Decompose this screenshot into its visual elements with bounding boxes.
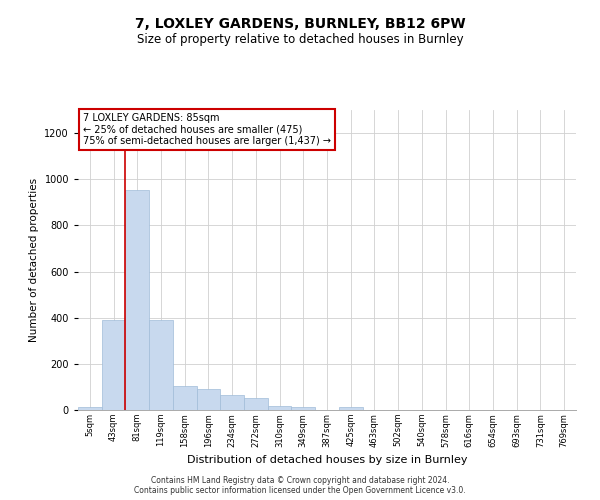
Bar	[102, 320, 125, 410]
Bar	[292, 407, 315, 410]
Text: Contains public sector information licensed under the Open Government Licence v3: Contains public sector information licen…	[134, 486, 466, 495]
X-axis label: Distribution of detached houses by size in Burnley: Distribution of detached houses by size …	[187, 455, 467, 465]
Text: Contains HM Land Registry data © Crown copyright and database right 2024.: Contains HM Land Registry data © Crown c…	[151, 476, 449, 485]
Text: 7, LOXLEY GARDENS, BURNLEY, BB12 6PW: 7, LOXLEY GARDENS, BURNLEY, BB12 6PW	[134, 18, 466, 32]
Bar	[78, 406, 102, 410]
Y-axis label: Number of detached properties: Number of detached properties	[29, 178, 39, 342]
Bar	[173, 386, 197, 410]
Bar	[244, 398, 268, 410]
Bar	[125, 190, 149, 410]
Bar	[220, 395, 244, 410]
Bar	[339, 407, 362, 410]
Text: 7 LOXLEY GARDENS: 85sqm
← 25% of detached houses are smaller (475)
75% of semi-d: 7 LOXLEY GARDENS: 85sqm ← 25% of detache…	[83, 113, 331, 146]
Bar	[268, 406, 292, 410]
Bar	[197, 389, 220, 410]
Bar	[149, 320, 173, 410]
Text: Size of property relative to detached houses in Burnley: Size of property relative to detached ho…	[137, 32, 463, 46]
